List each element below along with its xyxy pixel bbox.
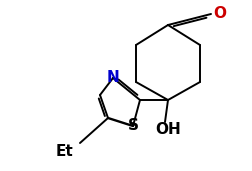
Text: N: N bbox=[106, 70, 119, 86]
Text: S: S bbox=[127, 119, 138, 134]
Text: OH: OH bbox=[154, 122, 180, 137]
Text: O: O bbox=[212, 6, 225, 22]
Text: Et: Et bbox=[56, 144, 74, 160]
